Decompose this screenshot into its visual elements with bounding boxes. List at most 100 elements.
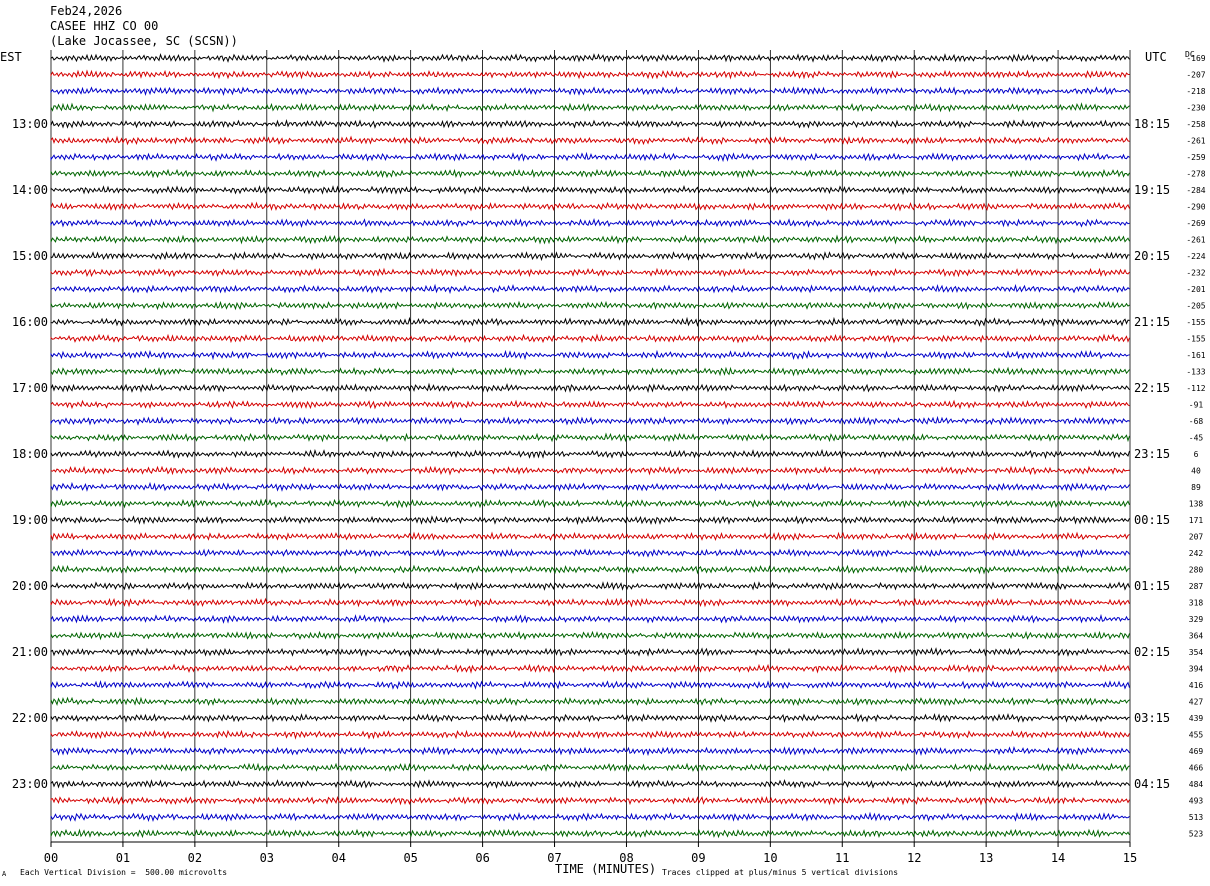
trace-line [50,234,1130,245]
trace-line [50,69,1130,80]
trace-line [50,119,1130,129]
station-location: (Lake Jocassee, SC (SCSN)) [50,34,238,48]
dc-offset-label: -284 [1186,186,1205,195]
x-tick-label: 05 [403,851,417,865]
dc-offset-label: -269 [1186,219,1205,228]
left-timezone-label: EST [0,50,22,64]
scale-note: Each Vertical Division = 500.00 microvol… [20,868,228,877]
utc-hour-label: 20:15 [1134,249,1170,263]
trace-line [50,283,1130,295]
trace-line [50,333,1130,344]
dc-offset-label: -259 [1186,153,1205,162]
seismic-traces [50,53,1130,839]
trace-line [50,448,1130,460]
x-tick-label: 03 [260,851,274,865]
x-tick-label: 02 [188,851,202,865]
x-tick-label: 09 [691,851,705,865]
dc-offset-label: 394 [1189,665,1204,674]
trace-line [50,185,1130,196]
trace-line [50,267,1130,278]
trace-line [50,432,1130,443]
trace-line [50,382,1130,394]
trace-line [50,828,1130,839]
dc-offset-label: -133 [1186,368,1205,377]
dc-offset-label: 484 [1189,780,1204,789]
x-tick-label: 01 [116,851,130,865]
dc-offset-label: 493 [1189,797,1204,806]
trace-line [50,168,1130,179]
station-code: CASEE HHZ CO 00 [50,19,159,33]
dc-offset-label: -258 [1186,120,1205,129]
utc-hour-label: 19:15 [1134,183,1170,197]
trace-line [50,548,1130,559]
trace-line [50,712,1130,723]
dc-offset-label: 416 [1189,681,1204,690]
utc-hour-label: 03:15 [1134,711,1170,725]
x-tick-label: 11 [835,851,849,865]
x-axis-ticks: 00 01 02 03 04 05 06 07 08 09 10 11 12 13 14 15 [44,841,1137,865]
x-tick-label: 08 [619,851,633,865]
utc-hour-label: 22:15 [1134,381,1170,395]
trace-line [50,53,1130,63]
dc-offset-label: -205 [1186,302,1205,311]
trace-line [50,151,1130,163]
dc-offset-label: -224 [1186,252,1205,261]
utc-hour-label: 23:15 [1134,447,1170,461]
dc-offset-label: 427 [1189,698,1204,707]
x-tick-label: 10 [763,851,777,865]
trace-line [50,250,1130,262]
dc-offset-label: 242 [1189,549,1204,558]
trace-line [50,218,1130,228]
dc-offset-label: 171 [1189,516,1204,525]
est-hour-label: 14:00 [12,183,48,197]
x-tick-label: 00 [44,851,58,865]
dc-offset-label: 287 [1189,582,1204,591]
clip-note: Traces clipped at plus/minus 5 vertical … [662,868,899,877]
x-tick-label: 06 [475,851,489,865]
dc-offset-label: 523 [1189,830,1204,839]
dc-offset-label: 89 [1191,483,1201,492]
x-tick-label: 04 [332,851,346,865]
dc-offset-label: -290 [1186,203,1205,212]
trace-line [50,746,1130,757]
right-timezone-label: UTC [1145,50,1167,64]
dc-offset-label: -207 [1186,71,1205,80]
x-tick-label: 12 [907,851,921,865]
est-hour-label: 22:00 [12,711,48,725]
trace-line [50,515,1130,526]
est-hour-label: 23:00 [12,777,48,791]
utc-hour-label: 00:15 [1134,513,1170,527]
utc-hour-label: 18:15 [1134,117,1170,131]
est-hour-label: 21:00 [12,645,48,659]
dc-offset-label: 40 [1191,467,1201,476]
trace-line [50,647,1130,658]
dc-offset-label: 6 [1194,450,1199,459]
trace-line [50,498,1130,509]
dc-offset-label: 455 [1189,731,1204,740]
dc-offset-label: -261 [1186,137,1205,146]
dc-offset-label: -112 [1186,384,1205,393]
dc-offset-label: -155 [1186,335,1205,344]
dc-offset-label: 207 [1189,533,1204,542]
dc-offset-header: DC [1185,50,1195,59]
trace-line [50,811,1130,823]
trace-line [50,349,1130,361]
dc-offset-label: 354 [1189,648,1204,657]
dc-offset-label: 466 [1189,764,1204,773]
trace-line [50,300,1130,311]
trace-line [50,663,1130,674]
x-tick-label: 15 [1123,851,1137,865]
trace-line [50,729,1130,740]
corner-mark: A [2,870,7,878]
dc-offset-label: -218 [1186,87,1205,96]
dc-offset-label: 469 [1189,747,1204,756]
utc-hour-label: 04:15 [1134,777,1170,791]
trace-line [50,581,1130,592]
est-hour-label: 18:00 [12,447,48,461]
trace-line [50,564,1130,575]
trace-line [50,795,1130,806]
x-tick-label: 13 [979,851,993,865]
est-hour-label: 19:00 [12,513,48,527]
est-hour-label: 15:00 [12,249,48,263]
